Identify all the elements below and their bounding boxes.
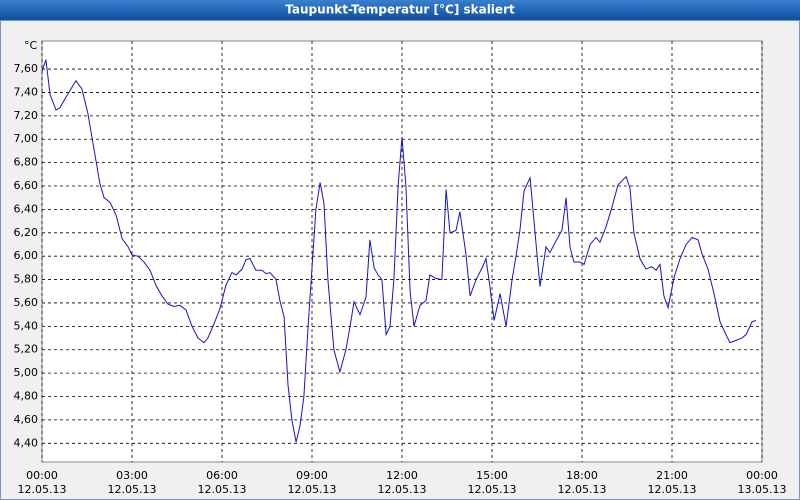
y-tick-label: 5,40 bbox=[14, 319, 39, 332]
x-tick-label: 00:00 bbox=[26, 469, 58, 482]
x-tick-sublabel: 12.05.13 bbox=[198, 483, 247, 496]
chart-title: Taupunkt-Temperatur [°C] skaliert bbox=[285, 3, 515, 17]
y-unit: °C bbox=[24, 39, 38, 52]
x-tick-sublabel: 12.05.13 bbox=[108, 483, 157, 496]
y-tick-label: 7,00 bbox=[14, 132, 39, 145]
y-tick-label: 6,40 bbox=[14, 202, 39, 215]
x-tick-label: 00:00 bbox=[746, 469, 778, 482]
x-tick-label: 21:00 bbox=[656, 469, 688, 482]
y-tick-label: 7,20 bbox=[14, 109, 39, 122]
x-tick-label: 03:00 bbox=[116, 469, 148, 482]
y-tick-label: 5,60 bbox=[14, 296, 39, 309]
x-tick-label: 12:00 bbox=[386, 469, 418, 482]
x-tick-sublabel: 13.05.13 bbox=[738, 483, 787, 496]
y-tick-label: 4,40 bbox=[14, 436, 39, 449]
x-tick-sublabel: 12.05.13 bbox=[648, 483, 697, 496]
x-tick-label: 18:00 bbox=[566, 469, 598, 482]
y-tick-label: 6,20 bbox=[14, 226, 39, 239]
y-tick-label: 6,00 bbox=[14, 249, 39, 262]
x-tick-sublabel: 12.05.13 bbox=[18, 483, 67, 496]
y-tick-label: 7,60 bbox=[14, 62, 39, 75]
y-tick-label: 5,80 bbox=[14, 273, 39, 286]
x-tick-sublabel: 12.05.13 bbox=[558, 483, 607, 496]
x-tick-sublabel: 12.05.13 bbox=[468, 483, 517, 496]
x-tick-label: 06:00 bbox=[206, 469, 238, 482]
x-tick-label: 15:00 bbox=[476, 469, 508, 482]
y-tick-label: 4,60 bbox=[14, 413, 39, 426]
y-tick-label: 6,60 bbox=[14, 179, 39, 192]
x-tick-label: 09:00 bbox=[296, 469, 328, 482]
y-tick-label: 7,40 bbox=[14, 85, 39, 98]
x-tick-sublabel: 12.05.13 bbox=[288, 483, 337, 496]
y-tick-label: 6,80 bbox=[14, 156, 39, 169]
data-line bbox=[41, 59, 757, 443]
x-tick-sublabel: 12.05.13 bbox=[378, 483, 427, 496]
y-tick-label: 5,00 bbox=[14, 366, 39, 379]
y-tick-label: 5,20 bbox=[14, 343, 39, 356]
y-tick-label: 4,80 bbox=[14, 390, 39, 403]
title-bar bbox=[0, 0, 800, 20]
